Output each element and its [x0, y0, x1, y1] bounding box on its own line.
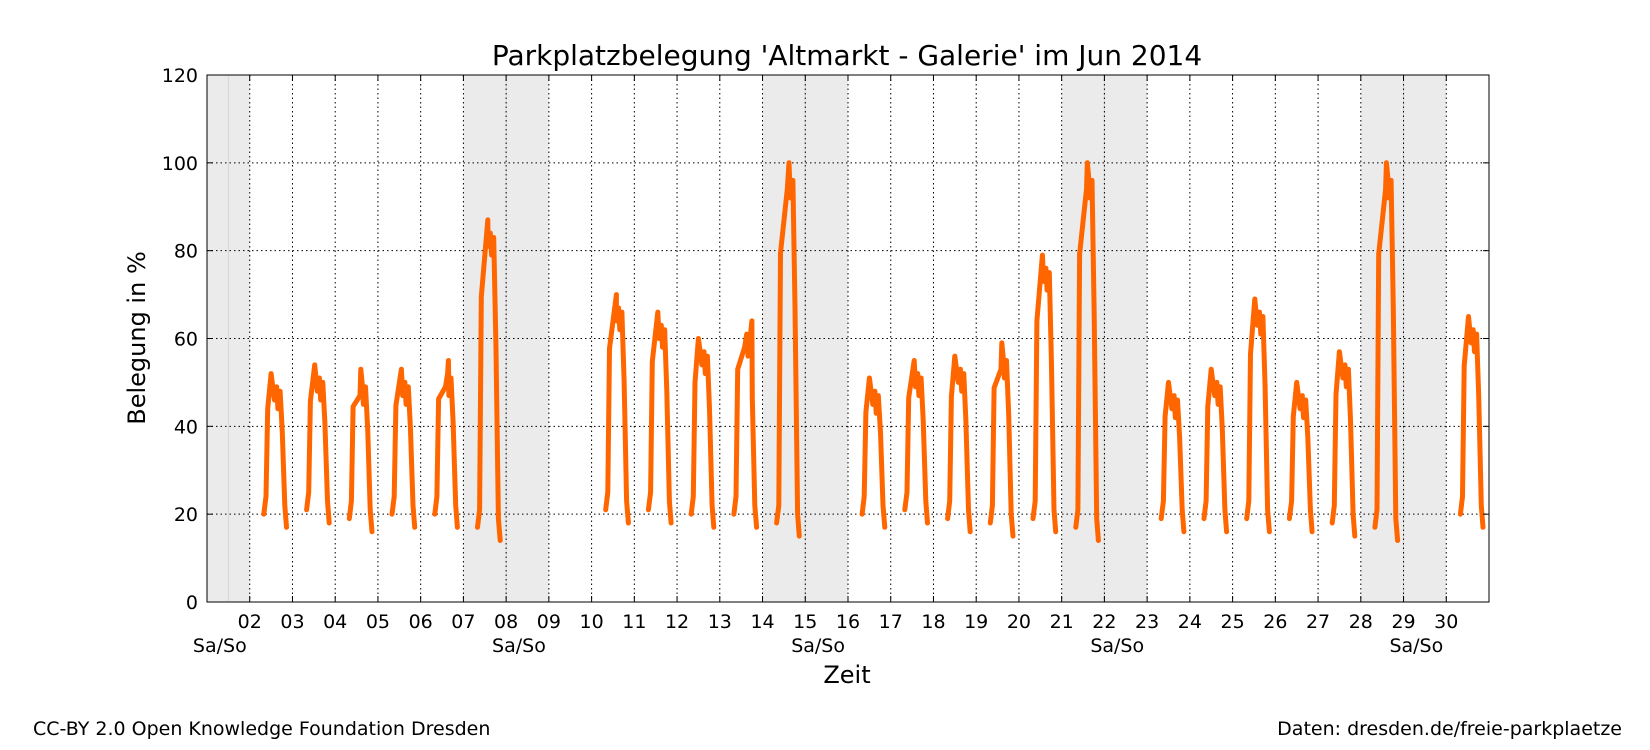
daily-occupancy-curve-30 — [1457, 314, 1486, 530]
daily-occupancy-curve-25 — [1244, 296, 1272, 535]
y-tick-label: 120 — [162, 65, 198, 87]
daily-occupancy-curve-3 — [304, 362, 332, 526]
x-tick-label: 06 — [409, 611, 433, 633]
x-tick-label: 28 — [1349, 611, 1373, 633]
daily-occupancy-curve-21 — [1073, 160, 1101, 543]
y-tick-label: 80 — [174, 241, 198, 263]
daily-occupancy-curve-24 — [1201, 366, 1230, 535]
daily-occupancy-curve-13 — [731, 318, 760, 530]
y-tick-label: 40 — [174, 416, 198, 438]
x-tick-label: 12 — [665, 611, 689, 633]
y-tick-label: 60 — [174, 329, 198, 351]
daily-occupancy-curve-4 — [346, 366, 375, 535]
weekend-label: Sa/So — [1389, 635, 1443, 657]
x-tick-label: 17 — [879, 611, 903, 633]
daily-occupancy-curve-11 — [645, 309, 674, 526]
daily-occupancy-curve-23 — [1158, 379, 1187, 535]
x-tick-label: 13 — [708, 611, 732, 633]
daily-occupancy-curve-27 — [1329, 349, 1358, 539]
x-tick-label: 10 — [580, 611, 604, 633]
x-tick-label: 22 — [1092, 611, 1116, 633]
daily-occupancy-curve-28 — [1372, 160, 1401, 543]
x-tick-label: 04 — [323, 611, 347, 633]
occupancy-series — [261, 160, 1486, 543]
x-tick-label: 16 — [836, 611, 860, 633]
x-tick-label: 05 — [366, 611, 390, 633]
y-tick-label: 20 — [174, 504, 198, 526]
x-tick-label: 09 — [537, 611, 561, 633]
daily-occupancy-curve-2 — [261, 371, 289, 530]
weekend-label: Sa/So — [492, 635, 546, 657]
x-tick-label: 26 — [1263, 611, 1287, 633]
daily-occupancy-curve-16 — [859, 375, 888, 530]
daily-occupancy-curve-5 — [389, 366, 418, 530]
x-axis-label: Zeit — [823, 661, 870, 689]
x-tick-label: 24 — [1178, 611, 1202, 633]
daily-occupancy-curve-20 — [1030, 252, 1059, 535]
x-tick-label: 29 — [1391, 611, 1415, 633]
chart-title: Parkplatzbelegung 'Altmarkt - Galerie' i… — [492, 39, 1202, 72]
x-tick-label: 07 — [451, 611, 475, 633]
daily-occupancy-curve-12 — [688, 336, 717, 530]
x-tick-label: 19 — [964, 611, 988, 633]
x-tick-label: 30 — [1434, 611, 1458, 633]
x-tick-label: 23 — [1135, 611, 1159, 633]
license-credit: CC-BY 2.0 Open Knowledge Foundation Dres… — [33, 718, 491, 740]
x-tick-label: 20 — [1007, 611, 1031, 633]
x-tick-label: 02 — [238, 611, 262, 633]
y-tick-label: 0 — [186, 592, 198, 614]
x-tick-label: 18 — [921, 611, 945, 633]
x-tick-label: 11 — [622, 611, 646, 633]
y-axis-label: Belegung in % — [123, 251, 151, 425]
x-tick-label: 25 — [1221, 611, 1245, 633]
x-tick-label: 08 — [494, 611, 518, 633]
weekend-label: Sa/So — [193, 635, 247, 657]
x-tick-label: 21 — [1050, 611, 1074, 633]
daily-occupancy-curve-26 — [1286, 379, 1315, 535]
x-tick-label: 27 — [1306, 611, 1330, 633]
weekend-label: Sa/So — [1090, 635, 1144, 657]
daily-occupancy-curve-14 — [774, 160, 802, 539]
axis-ticks: 02 03 04 05 06 07 08 09 10 11 12 13 14 15 16 17 18 19 20 21… — [162, 65, 1489, 657]
x-tick-label: 03 — [280, 611, 304, 633]
daily-occupancy-curve-7 — [475, 217, 503, 543]
data-source-credit: Daten: dresden.de/freie-parkplaetze — [1277, 718, 1622, 740]
daily-occupancy-curve-19 — [987, 340, 1016, 539]
y-tick-label: 100 — [162, 153, 198, 175]
weekend-label: Sa/So — [791, 635, 845, 657]
chart: Parkplatzbelegung 'Altmarkt - Galerie' i… — [123, 39, 1490, 689]
daily-occupancy-curve-17 — [902, 358, 930, 526]
daily-occupancy-curve-18 — [945, 353, 973, 535]
x-tick-label: 14 — [750, 611, 774, 633]
x-tick-label: 15 — [793, 611, 817, 633]
daily-occupancy-curve-10 — [603, 292, 631, 526]
daily-occupancy-curve-6 — [432, 358, 460, 530]
